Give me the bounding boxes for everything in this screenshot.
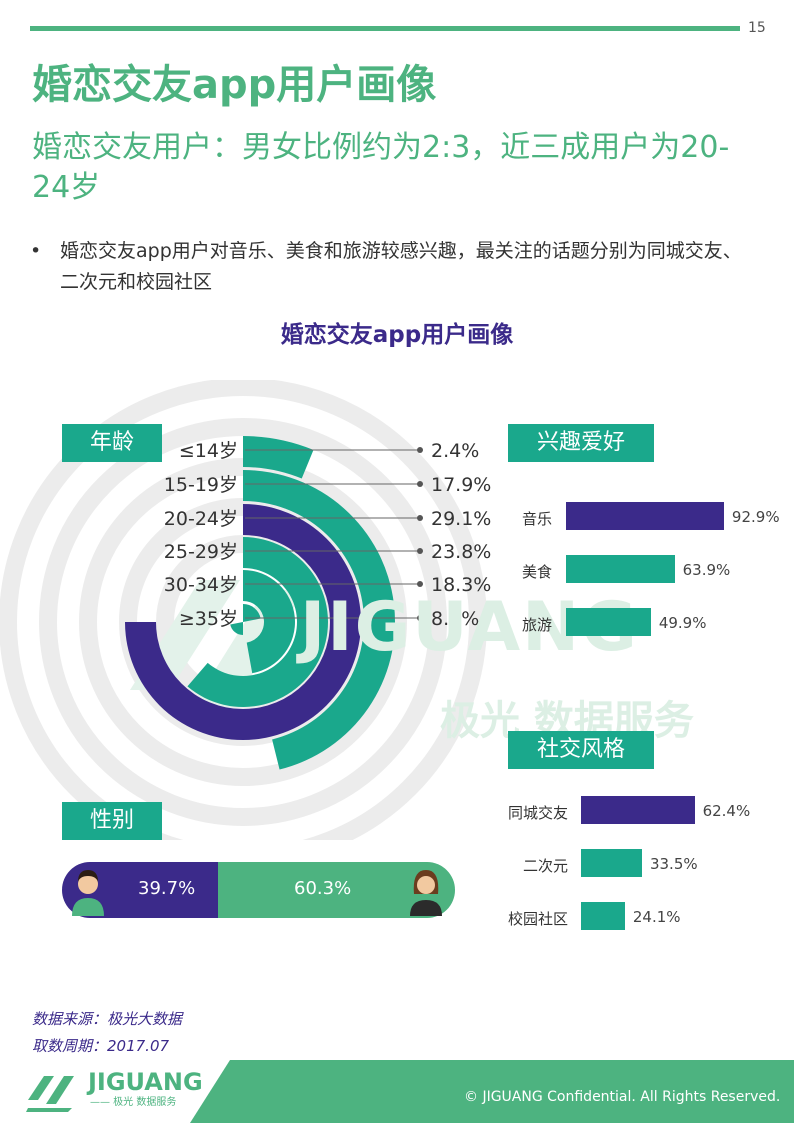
chart-title: 婚恋交友app用户画像 bbox=[280, 322, 514, 348]
bar bbox=[581, 902, 625, 930]
page-title: 婚恋交友app用户画像 bbox=[32, 62, 437, 108]
age-radial-chart: ≤14岁 2.4% 15-19岁 17.9% 20-24岁 29.1% 25-29岁 23.8… bbox=[0, 380, 492, 840]
bar bbox=[566, 608, 651, 636]
footer-band bbox=[190, 1060, 794, 1123]
bar-value: 63.9% bbox=[682, 561, 731, 579]
age-value-label: 2.4% bbox=[431, 440, 479, 462]
bar bbox=[581, 849, 642, 877]
bullet-icon: • bbox=[30, 240, 42, 262]
jiguang-logo-icon bbox=[26, 1076, 74, 1112]
brand-name: JIGUANG bbox=[88, 1068, 203, 1096]
gender-bar: 39.7% 60.3% bbox=[62, 862, 455, 918]
age-category-label: 30-34岁 bbox=[164, 574, 238, 596]
bar-value: 33.5% bbox=[649, 855, 698, 873]
age-leader-lines bbox=[245, 447, 423, 621]
age-arc bbox=[230, 604, 261, 635]
male-avatar-icon bbox=[72, 870, 104, 916]
bar bbox=[566, 555, 675, 583]
age-value-label: 29.1% bbox=[431, 508, 491, 530]
background-ring bbox=[39, 418, 447, 826]
leader-dot bbox=[417, 447, 423, 453]
social-section-label: 社交风格 bbox=[508, 731, 654, 769]
age-arc bbox=[243, 436, 314, 479]
age-value-label: 8.5% bbox=[431, 608, 479, 630]
bullet-text: 婚恋交友app用户对音乐、美食和旅游较感兴趣，最关注的话题分别为同城交友、二次元… bbox=[60, 240, 742, 293]
bar-value: 62.4% bbox=[702, 802, 751, 820]
age-value-label: 17.9% bbox=[431, 474, 491, 496]
leader-dot bbox=[417, 481, 423, 487]
bar-value: 24.1% bbox=[632, 908, 681, 926]
age-arc bbox=[243, 570, 296, 674]
age-arcs bbox=[125, 436, 395, 770]
top-rule bbox=[30, 26, 740, 31]
leader-dot bbox=[417, 515, 423, 521]
bar bbox=[581, 796, 695, 824]
leader-dot bbox=[417, 548, 423, 554]
age-category-label: ≤14岁 bbox=[179, 440, 238, 462]
age-category-label: 15-19岁 bbox=[164, 474, 238, 496]
age-arc bbox=[243, 470, 395, 770]
brand-tagline: —— 极光 数据服务 bbox=[90, 1097, 177, 1108]
age-category-label: 20-24岁 bbox=[164, 508, 238, 530]
bar bbox=[566, 502, 724, 530]
age-category-label: ≥35岁 bbox=[179, 608, 238, 630]
bar-label: 校园社区 bbox=[507, 910, 568, 928]
bar-label: 二次元 bbox=[522, 857, 568, 875]
leader-dot bbox=[417, 615, 423, 621]
interest-section-label: 兴趣爱好 bbox=[508, 424, 654, 462]
age-labels: ≤14岁 2.4% 15-19岁 17.9% 20-24岁 29.1% 25-29岁 23.8… bbox=[164, 440, 492, 630]
age-section-label: 年龄 bbox=[62, 424, 162, 462]
age-value-label: 23.8% bbox=[431, 541, 491, 563]
age-category-label: 25-29岁 bbox=[164, 541, 238, 563]
female-value: 60.3% bbox=[294, 878, 352, 899]
leader-dot bbox=[417, 581, 423, 587]
bar-label: 旅游 bbox=[521, 616, 552, 634]
data-period: 取数周期：2017.07 bbox=[32, 1037, 170, 1055]
gender-section-label: 性别 bbox=[62, 802, 162, 840]
age-arc bbox=[187, 537, 329, 707]
copyright-text: © JIGUANG Confidential. All Rights Reser… bbox=[464, 1089, 781, 1105]
page-subtitle: 婚恋交友用户：男女比例约为2:3，近三成用户为20-24岁 bbox=[32, 130, 730, 205]
page-number: 15 bbox=[748, 20, 766, 36]
bar-label: 同城交友 bbox=[507, 804, 568, 822]
age-value-label: 18.3% bbox=[431, 574, 491, 596]
male-value: 39.7% bbox=[138, 878, 196, 899]
bar-label: 音乐 bbox=[521, 510, 552, 528]
background-ring bbox=[0, 380, 487, 840]
female-avatar-icon bbox=[410, 870, 442, 916]
bar-value: 49.9% bbox=[658, 614, 707, 632]
data-source: 数据来源：极光大数据 bbox=[32, 1010, 183, 1028]
bar-value: 92.9% bbox=[731, 508, 780, 526]
bar-label: 美食 bbox=[521, 563, 552, 581]
